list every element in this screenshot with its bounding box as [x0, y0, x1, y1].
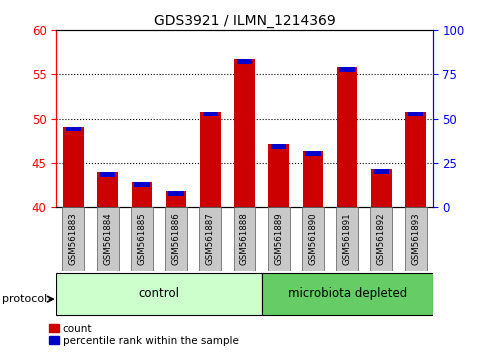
Text: protocol: protocol — [2, 294, 48, 304]
Bar — [100, 172, 115, 177]
Text: microbiota depleted: microbiota depleted — [287, 287, 406, 300]
Bar — [373, 169, 388, 174]
Bar — [168, 191, 183, 196]
Bar — [131, 207, 152, 271]
Bar — [339, 67, 354, 72]
Bar — [200, 112, 220, 207]
Bar — [165, 207, 186, 271]
Bar — [97, 207, 118, 271]
Bar — [97, 172, 118, 207]
Text: GSM561887: GSM561887 — [205, 212, 214, 266]
Text: GSM561883: GSM561883 — [69, 212, 78, 266]
Text: GSM561891: GSM561891 — [342, 213, 351, 265]
Bar — [270, 144, 286, 149]
Bar — [233, 207, 255, 271]
Bar — [404, 207, 426, 271]
Bar — [267, 207, 289, 271]
Bar — [165, 191, 186, 207]
Bar — [261, 273, 432, 314]
Bar — [65, 126, 81, 131]
Bar — [236, 59, 252, 64]
Bar — [134, 182, 149, 187]
Bar — [234, 59, 254, 207]
Text: GSM561892: GSM561892 — [376, 213, 385, 265]
Text: GSM561884: GSM561884 — [103, 212, 112, 266]
Bar — [199, 207, 221, 271]
Bar — [370, 169, 391, 207]
Text: GSM561890: GSM561890 — [308, 213, 317, 265]
Bar — [131, 182, 152, 207]
Text: GSM561885: GSM561885 — [137, 212, 146, 266]
Bar — [405, 112, 425, 207]
Bar — [268, 144, 288, 207]
Bar — [407, 112, 423, 116]
Bar — [305, 152, 320, 156]
Bar — [62, 207, 84, 271]
Bar — [302, 152, 323, 207]
Text: GSM561888: GSM561888 — [240, 212, 248, 266]
Text: GSM561889: GSM561889 — [274, 213, 283, 265]
Bar — [202, 112, 218, 116]
Legend: count, percentile rank within the sample: count, percentile rank within the sample — [49, 324, 238, 346]
Bar — [336, 67, 357, 207]
Bar — [336, 207, 357, 271]
Bar — [370, 207, 391, 271]
Bar — [56, 273, 261, 314]
Text: GSM561886: GSM561886 — [171, 212, 180, 266]
Bar — [302, 207, 323, 271]
Bar — [63, 126, 83, 207]
Text: GSM561893: GSM561893 — [410, 213, 419, 265]
Title: GDS3921 / ILMN_1214369: GDS3921 / ILMN_1214369 — [153, 14, 335, 28]
Text: control: control — [138, 287, 179, 300]
